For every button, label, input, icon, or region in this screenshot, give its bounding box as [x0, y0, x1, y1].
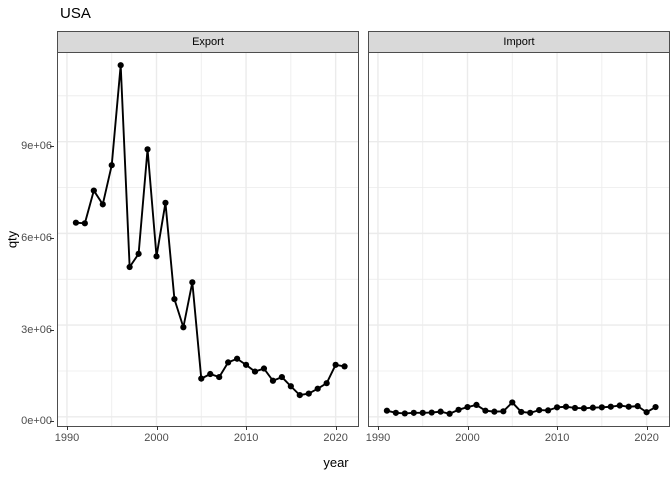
facet-strip-import: Import: [368, 31, 670, 53]
facet-strip-label-export: Export: [192, 36, 224, 48]
x-axis-title: year: [323, 455, 349, 470]
y-tick-mark-0e00: [50, 421, 54, 422]
x-tick-mark-right-1990: [378, 426, 379, 430]
facet-panel-export: Export: [57, 31, 359, 427]
x-tick-label-right-2020: 2020: [634, 432, 659, 444]
x-tick-label-right-2000: 2000: [455, 432, 480, 444]
y-tick-label-0e00: 0e+00: [21, 415, 52, 427]
y-axis-ticks: 9e+06 6e+06 3e+06 0e+00: [0, 0, 54, 480]
x-tick-label-right-1990: 1990: [365, 432, 391, 444]
x-tick-mark-left-1990: [67, 426, 68, 430]
y-tick-label-9e06: 9e+06: [21, 140, 52, 152]
y-tick-label-3e06: 3e+06: [21, 324, 52, 336]
facet-panel-import: Import: [368, 31, 670, 427]
x-tick-mark-left-2000: [156, 426, 158, 430]
x-tick-mark-left-2010: [246, 426, 248, 430]
x-tick-mark-right-2000: [467, 426, 469, 430]
x-tick-mark-right-2020: [646, 426, 648, 430]
page-title: USA: [60, 5, 91, 22]
x-tick-label-left-2020: 2020: [323, 432, 348, 444]
x-tick-label-right-2010: 2010: [544, 432, 570, 444]
x-tick-mark-right-2010: [557, 426, 559, 430]
facet-strip-export: Export: [57, 31, 359, 53]
y-tick-mark-6e06: [50, 238, 54, 239]
series-import: [369, 53, 669, 426]
x-tick-mark-left-2020: [335, 426, 337, 430]
series-export: [58, 53, 358, 426]
x-tick-label-left-2010: 2010: [233, 432, 259, 444]
plot-area-import: [368, 53, 670, 427]
y-tick-label-6e06: 6e+06: [21, 232, 52, 244]
x-tick-label-left-1990: 1990: [54, 432, 80, 444]
x-tick-label-left-2000: 2000: [144, 432, 169, 444]
y-tick-mark-3e06: [50, 330, 54, 331]
y-tick-mark-9e06: [50, 146, 54, 147]
facet-strip-label-import: Import: [503, 36, 535, 48]
plot-area-export: [57, 53, 359, 427]
